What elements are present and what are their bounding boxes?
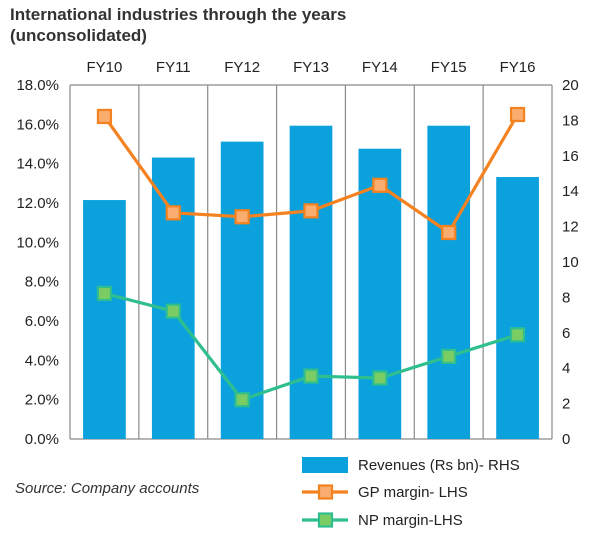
chart-title: International industries through the yea… bbox=[10, 4, 570, 46]
right-axis-tick-label: 12 bbox=[562, 219, 579, 236]
np-margin-point bbox=[234, 392, 250, 408]
np-margin-point bbox=[441, 348, 457, 364]
left-axis-tick-label: 10.0% bbox=[16, 234, 59, 251]
revenue-bar bbox=[220, 141, 264, 439]
legend-label: Revenues (Rs bn)- RHS bbox=[358, 457, 520, 474]
left-axis-tick-label: 2.0% bbox=[25, 392, 59, 409]
right-axis-tick-label: 10 bbox=[562, 254, 579, 271]
category-label: FY10 bbox=[86, 59, 122, 76]
revenue-bar bbox=[151, 157, 195, 439]
right-axis-tick-label: 18 bbox=[562, 112, 579, 129]
np-margin-point bbox=[96, 285, 113, 302]
revenue-bar bbox=[427, 125, 471, 440]
source-note: Source: Company accounts bbox=[15, 480, 200, 497]
np-margin-point bbox=[165, 303, 181, 319]
chart-title-line-1: International industries through the yea… bbox=[10, 5, 347, 24]
gp-margin-point bbox=[96, 108, 113, 125]
category-label: FY13 bbox=[293, 59, 329, 76]
gp-margin-point bbox=[234, 209, 250, 225]
right-axis-tick-label: 20 bbox=[562, 77, 579, 94]
legend-swatch-revenues bbox=[302, 457, 348, 473]
left-axis-tick-label: 16.0% bbox=[16, 116, 59, 133]
np-margin-point bbox=[303, 368, 319, 384]
left-axis-tick-label: 0.0% bbox=[25, 431, 59, 448]
left-axis-tick-label: 14.0% bbox=[16, 156, 59, 173]
left-axis-tick-label: 12.0% bbox=[16, 195, 59, 212]
left-axis-tick-label: 18.0% bbox=[16, 77, 59, 94]
revenue-bar bbox=[83, 200, 126, 439]
right-axis-tick-label: 14 bbox=[562, 183, 579, 200]
np-margin-point bbox=[509, 327, 526, 343]
legend-label: GP margin- LHS bbox=[358, 484, 468, 501]
category-label: FY11 bbox=[156, 59, 191, 76]
legend-marker-np bbox=[317, 512, 334, 528]
right-axis-tick-label: 8 bbox=[562, 289, 570, 306]
right-axis-tick-label: 0 bbox=[562, 431, 570, 448]
revenue-bar bbox=[496, 177, 539, 440]
chart-title-line-2: (unconsolidated) bbox=[10, 26, 147, 45]
category-label: FY16 bbox=[500, 59, 536, 76]
legend-label: NP margin-LHS bbox=[358, 512, 463, 529]
np-margin-point bbox=[372, 370, 388, 386]
gp-margin-point bbox=[372, 177, 388, 193]
left-axis-tick-label: 8.0% bbox=[25, 274, 59, 291]
right-axis-tick-label: 2 bbox=[562, 396, 570, 413]
revenue-bar bbox=[289, 125, 333, 440]
gp-margin-point bbox=[441, 224, 457, 241]
right-axis-tick-label: 16 bbox=[562, 148, 579, 165]
category-label: FY12 bbox=[224, 59, 260, 76]
revenue-bar bbox=[358, 148, 402, 439]
category-label: FY14 bbox=[362, 59, 398, 76]
gp-margin-point bbox=[303, 203, 319, 219]
left-axis-tick-label: 4.0% bbox=[25, 352, 59, 369]
gp-margin-point bbox=[165, 205, 181, 221]
right-axis-tick-label: 4 bbox=[562, 360, 570, 377]
legend-marker-gp bbox=[317, 484, 334, 500]
right-axis-tick-label: 6 bbox=[562, 325, 570, 342]
gp-margin-point bbox=[509, 106, 526, 123]
category-label: FY15 bbox=[431, 59, 467, 76]
left-axis-tick-label: 6.0% bbox=[25, 313, 59, 330]
